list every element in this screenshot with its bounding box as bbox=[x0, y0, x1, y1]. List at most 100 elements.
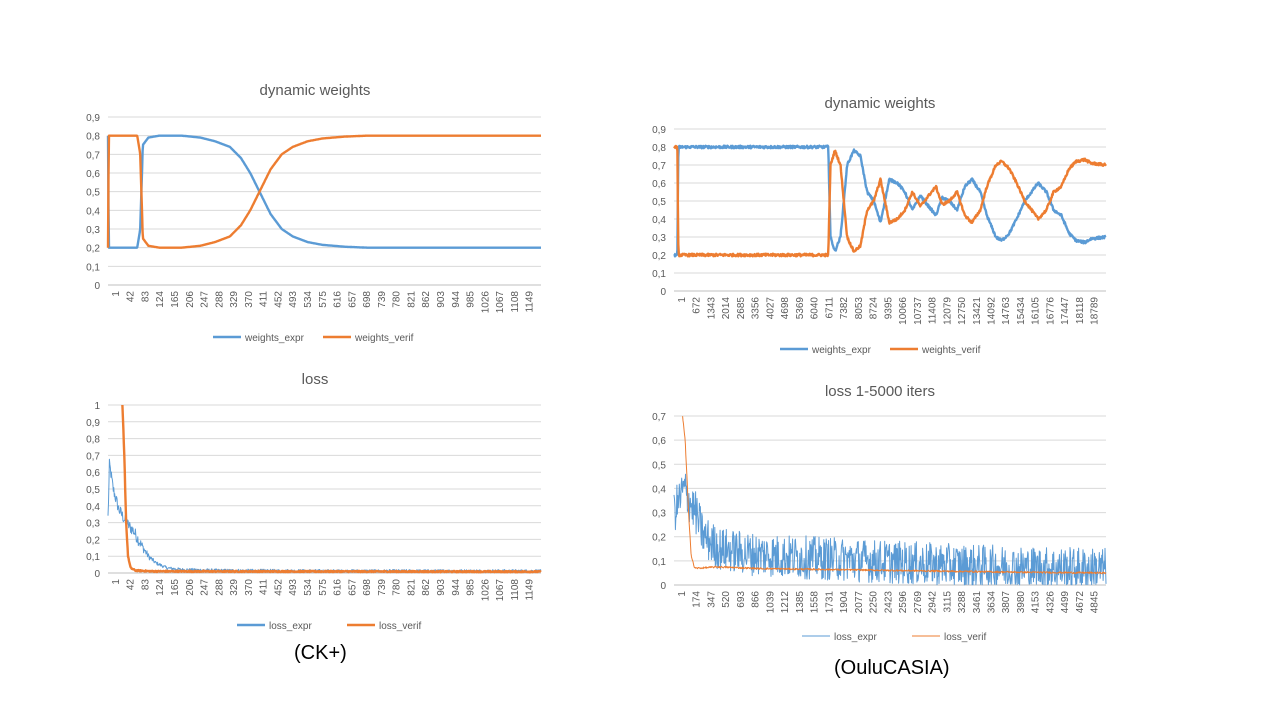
y-tick-label: 0,6 bbox=[652, 436, 666, 447]
x-tick-label: 174 bbox=[692, 591, 703, 608]
x-tick-label: 1731 bbox=[824, 591, 835, 614]
x-tick-label: 206 bbox=[185, 579, 196, 596]
x-tick-label: 1026 bbox=[480, 291, 491, 314]
x-tick-label: 1149 bbox=[525, 579, 536, 601]
x-tick-label: 165 bbox=[170, 291, 181, 308]
x-tick-label: 1108 bbox=[510, 291, 521, 313]
x-tick-label: 3980 bbox=[1016, 591, 1027, 614]
x-tick-label: 452 bbox=[273, 579, 284, 596]
x-tick-label: 3356 bbox=[751, 297, 762, 320]
x-tick-label: 985 bbox=[466, 291, 477, 308]
x-tick-label: 370 bbox=[244, 579, 255, 596]
x-tick-label: 83 bbox=[140, 291, 151, 303]
y-tick-label: 0,6 bbox=[86, 468, 100, 479]
x-tick-label: 6711 bbox=[824, 297, 835, 319]
x-tick-label: 452 bbox=[273, 291, 284, 308]
x-tick-label: 944 bbox=[451, 579, 462, 596]
x-tick-label: 247 bbox=[200, 579, 211, 596]
y-tick-label: 0,2 bbox=[652, 251, 666, 262]
x-tick-label: 698 bbox=[362, 291, 373, 308]
x-tick-label: 520 bbox=[721, 591, 732, 608]
x-tick-label: 575 bbox=[318, 579, 329, 596]
x-tick-label: 42 bbox=[126, 291, 137, 303]
x-tick-label: 3461 bbox=[972, 591, 983, 614]
x-tick-label: 4499 bbox=[1060, 591, 1071, 614]
x-tick-label: 2014 bbox=[721, 297, 732, 320]
x-tick-label: 493 bbox=[288, 579, 299, 596]
chart-title: dynamic weights bbox=[825, 95, 936, 112]
x-tick-label: 575 bbox=[318, 291, 329, 308]
legend-label: weights_expr bbox=[811, 345, 872, 356]
y-tick-label: 0,1 bbox=[652, 557, 666, 568]
x-tick-label: 18789 bbox=[1090, 297, 1101, 325]
chart-ck-weights: dynamic weights 0 0,1 0,2 0,3 0,4 0,5 0,6 0,7 0,… bbox=[86, 82, 542, 344]
x-tick-label: 672 bbox=[692, 297, 703, 314]
y-tick-label: 0,7 bbox=[652, 412, 666, 423]
x-tick-label: 9395 bbox=[883, 297, 894, 320]
x-tick-label: 1026 bbox=[480, 579, 491, 602]
y-tick-label: 0 bbox=[660, 581, 666, 592]
x-tick-label: 698 bbox=[362, 579, 373, 596]
x-tick-label: 411 bbox=[259, 579, 270, 595]
x-tick-label: 11408 bbox=[928, 297, 939, 325]
x-tick-label: 821 bbox=[407, 579, 418, 596]
x-tick-label: 2942 bbox=[928, 591, 939, 614]
x-tick-label: 2685 bbox=[736, 297, 747, 320]
x-tick-label: 347 bbox=[706, 591, 717, 608]
y-tick-label: 0,8 bbox=[86, 435, 100, 446]
series-line-loss-expr bbox=[107, 458, 542, 573]
x-tick-label: 370 bbox=[244, 291, 255, 308]
x-tick-label: 1385 bbox=[795, 591, 806, 614]
y-tick-label: 1 bbox=[94, 401, 100, 412]
x-tick-label: 411 bbox=[259, 291, 270, 307]
x-tick-label: 2769 bbox=[913, 591, 924, 614]
chart-title: dynamic weights bbox=[260, 82, 371, 99]
legend-label: weights_verif bbox=[354, 333, 414, 344]
x-tick-label: 329 bbox=[229, 579, 240, 596]
y-tick-label: 0,7 bbox=[652, 161, 666, 172]
legend-label: weights_expr bbox=[244, 333, 305, 344]
series-line-weights-expr bbox=[673, 144, 1107, 258]
x-tick-label: 4027 bbox=[765, 297, 776, 320]
chart-oulu-loss: loss 1-5000 iters 0 0,1 0,2 0,3 0,4 0,5 0,6 0,7… bbox=[652, 383, 1107, 643]
x-tick-label: 903 bbox=[436, 291, 447, 308]
x-tick-label: 739 bbox=[377, 579, 388, 596]
x-tick-label: 1 bbox=[111, 291, 122, 297]
y-tick-label: 0,5 bbox=[86, 485, 100, 496]
y-tick-label: 0,4 bbox=[652, 484, 666, 495]
x-tick-label: 657 bbox=[347, 291, 358, 308]
x-tick-label: 1212 bbox=[780, 591, 791, 614]
y-tick-label: 0,5 bbox=[652, 460, 666, 471]
series-line-weights-verif bbox=[673, 144, 1107, 258]
x-tick-label: 124 bbox=[155, 291, 166, 308]
chart-title: loss 1-5000 iters bbox=[825, 383, 935, 400]
series-line-loss-verif bbox=[682, 416, 1107, 575]
x-tick-label: 13421 bbox=[972, 297, 983, 325]
y-tick-label: 0,4 bbox=[86, 502, 100, 513]
x-tick-label: 693 bbox=[736, 591, 747, 608]
x-tick-label: 288 bbox=[214, 291, 225, 308]
y-tick-label: 0,7 bbox=[86, 451, 100, 462]
x-tick-label: 4672 bbox=[1075, 591, 1086, 614]
chart-oulu-weights: dynamic weights 0 0,1 0,2 0,3 0,4 0,5 0,6 0,7 0,… bbox=[652, 95, 1107, 356]
y-tick-label: 0 bbox=[94, 281, 100, 292]
series-line-weights-verif bbox=[106, 134, 542, 249]
x-tick-label: 862 bbox=[421, 579, 432, 596]
x-tick-label: 2250 bbox=[869, 591, 880, 614]
y-tick-label: 0,2 bbox=[86, 535, 100, 546]
x-tick-label: 1 bbox=[677, 297, 688, 303]
legend-label: weights_verif bbox=[921, 345, 981, 356]
x-tick-label: 14763 bbox=[1001, 297, 1012, 325]
x-tick-label: 6040 bbox=[810, 297, 821, 320]
x-tick-label: 3288 bbox=[957, 591, 968, 614]
x-tick-label: 8053 bbox=[854, 297, 865, 320]
x-tick-label: 534 bbox=[303, 291, 314, 308]
x-tick-label: 1067 bbox=[495, 291, 506, 314]
x-tick-label: 5369 bbox=[795, 297, 806, 320]
y-tick-label: 0,3 bbox=[86, 519, 100, 530]
x-tick-label: 15434 bbox=[1016, 297, 1027, 325]
y-tick-label: 0,2 bbox=[652, 533, 666, 544]
x-tick-label: 616 bbox=[333, 291, 344, 308]
x-tick-label: 206 bbox=[185, 291, 196, 308]
